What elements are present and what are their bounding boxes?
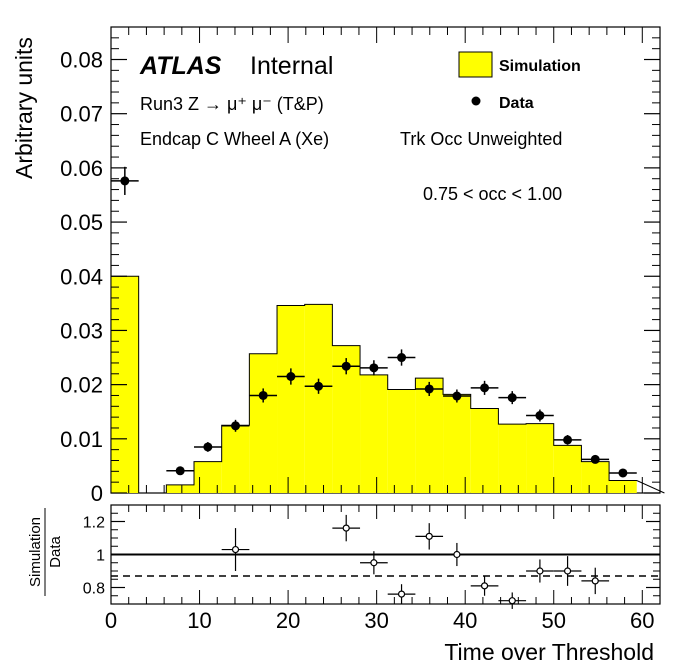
- ratio-y-tick-label-0: 0.8: [83, 581, 105, 598]
- x-tick-label-6: 60: [630, 608, 654, 633]
- ratio-y-tick-label-2: 1.2: [83, 515, 105, 532]
- x-tick-label-1: 10: [187, 608, 211, 633]
- y-tick-label-4: 0.04: [60, 264, 103, 289]
- data-point-15: [563, 435, 573, 445]
- simulation-bar-11: [415, 378, 444, 493]
- x-axis-label: Time over Threshold: [444, 639, 654, 665]
- data-point-17: [618, 468, 628, 478]
- simulation-bar-16: [553, 445, 582, 493]
- data-point-9: [397, 353, 407, 363]
- process-label: Run3 Z → μ⁺ μ⁻ (T&P): [140, 94, 324, 114]
- legend-data-marker: [471, 96, 481, 106]
- x-tick-label-5: 50: [541, 608, 565, 633]
- data-point-4: [258, 390, 268, 400]
- data-point-1: [175, 466, 185, 476]
- x-tick-label-0: 0: [105, 608, 117, 633]
- data-point-6: [314, 381, 324, 391]
- ratio-points: [221, 514, 610, 609]
- simulation-bar-4: [221, 425, 250, 493]
- ratio-point-1: [342, 524, 350, 532]
- ratio-y-numerator: Simulation: [27, 517, 44, 587]
- simulation-bar-7: [304, 304, 333, 493]
- occupancy-label: 0.75 < occ < 1.00: [423, 184, 562, 204]
- y-tick-label-2: 0.02: [60, 373, 103, 398]
- simulation-bar-15: [526, 423, 554, 493]
- data-point-2: [203, 442, 213, 452]
- y-tick-label-7: 0.07: [60, 102, 103, 127]
- ratio-point-2: [370, 559, 378, 567]
- x-tick-label-2: 20: [276, 608, 300, 633]
- internal-label: Internal: [250, 52, 333, 80]
- data-point-16: [590, 454, 600, 464]
- ratio-point-6: [480, 582, 489, 590]
- ratio-point-9: [563, 567, 572, 575]
- legend-simulation-swatch: [458, 51, 493, 78]
- simulation-bar-2: [166, 484, 195, 493]
- simulation-bar-9: [360, 374, 388, 493]
- ratio-point-10: [591, 577, 599, 585]
- weighting-label: Trk Occ Unweighted: [400, 129, 562, 149]
- ratio-y-tick-label-1: 1: [96, 548, 105, 565]
- simulation-bar-17: [581, 461, 610, 493]
- ratio-reference-lines: [111, 553, 660, 577]
- simulation-bar-10: [387, 389, 416, 493]
- data-point-3: [231, 421, 241, 431]
- simulation-bar-12: [443, 394, 471, 493]
- ratio-axis-ticks: 0.8 1 1.2 0 10 20 30 40 50 60: [83, 505, 661, 633]
- data-point-8: [369, 363, 379, 373]
- x-tick-label-3: 30: [364, 608, 388, 633]
- main-axis-ticks: 0 0.01 0.02 0.03 0.04 0.05 0.06 0.07 0.08: [60, 27, 661, 506]
- y-tick-label-8: 0.08: [60, 48, 103, 73]
- data-point-7: [341, 361, 351, 371]
- ratio-point-5: [453, 550, 461, 559]
- x-tick-label-4: 40: [453, 608, 477, 633]
- region-label: Endcap C Wheel A (Xe): [140, 129, 329, 149]
- data-point-12: [480, 383, 490, 393]
- data-point-5: [286, 372, 296, 381]
- data-point-10: [424, 384, 434, 394]
- data-point-13: [507, 393, 517, 403]
- data-point-11: [452, 391, 462, 401]
- atlas-label: ATLAS: [139, 52, 222, 80]
- ratio-point-7: [508, 597, 516, 605]
- ratio-point-3: [397, 590, 406, 598]
- simulation-bar-14: [498, 424, 527, 493]
- y-tick-label-0: 0: [91, 481, 103, 506]
- simulation-bar-18: [609, 480, 637, 493]
- data-point-14: [535, 411, 545, 421]
- y-tick-label-1: 0.01: [60, 427, 103, 452]
- ratio-point-8: [536, 567, 544, 575]
- y-axis-label: Arbitrary units: [11, 37, 37, 179]
- legend-simulation-label: Simulation: [499, 58, 581, 75]
- simulation-bar-6: [277, 305, 305, 493]
- y-tick-label-3: 0.03: [60, 318, 103, 343]
- ratio-y-axis-label: Simulation Data: [27, 508, 64, 596]
- legend-data-label: Data: [499, 95, 534, 112]
- ratio-y-denominator: Data: [47, 536, 64, 568]
- legend: Simulation Data: [458, 51, 581, 112]
- simulation-bar-5: [249, 353, 278, 493]
- data-points: [111, 166, 637, 478]
- y-tick-label-6: 0.06: [60, 156, 103, 181]
- ratio-point-0: [231, 545, 240, 554]
- ratio-point-4: [425, 532, 433, 540]
- y-tick-label-5: 0.05: [60, 210, 103, 235]
- simulation-histogram: [110, 275, 665, 494]
- simulation-bar-13: [470, 408, 499, 493]
- data-point-0: [120, 176, 130, 186]
